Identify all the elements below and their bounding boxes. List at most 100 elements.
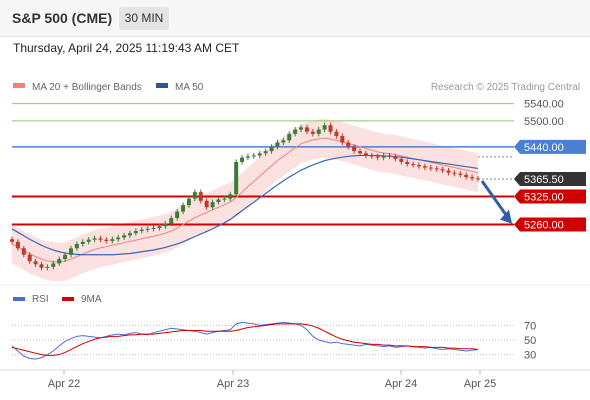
moving-averages xyxy=(11,137,479,263)
level-label-4: 5325.00 xyxy=(514,189,586,204)
candle xyxy=(269,144,274,154)
level-label-0: 5540.00 xyxy=(524,99,564,111)
candle xyxy=(399,156,404,165)
ma50-legend-label: MA 50 xyxy=(175,82,204,93)
candle-body xyxy=(263,151,268,154)
time-axis: Apr 22 Apr 23 Apr 24 Apr 25 xyxy=(48,370,496,390)
candle xyxy=(381,152,386,161)
candle-body xyxy=(440,169,445,171)
candle-body xyxy=(33,261,38,265)
level-label-text-3: 5365.50 xyxy=(524,174,564,186)
forecast-arrow-shaft xyxy=(480,180,510,219)
rsi-ma9-line xyxy=(11,323,479,356)
candle xyxy=(275,139,280,150)
candle-body xyxy=(381,155,386,158)
candle xyxy=(45,264,50,271)
candle-body xyxy=(257,153,262,156)
candle-body xyxy=(234,161,239,195)
candle xyxy=(133,228,138,236)
candle-body xyxy=(181,205,186,212)
candle-body xyxy=(334,131,339,137)
level-label-box-3 xyxy=(514,171,586,186)
candle xyxy=(363,150,368,159)
candle xyxy=(163,221,168,229)
candle xyxy=(446,167,451,176)
candle-body xyxy=(145,228,150,230)
candle xyxy=(157,223,162,231)
candle-body xyxy=(446,170,451,173)
ma9-legend-swatch xyxy=(62,297,74,301)
candle xyxy=(10,236,14,245)
candle xyxy=(299,124,304,133)
candle xyxy=(263,148,268,156)
candle xyxy=(139,227,144,234)
chart-header: S&P 500 (CME) 30 MIN xyxy=(0,0,590,37)
candle xyxy=(281,137,286,146)
candle xyxy=(240,155,245,165)
candle xyxy=(51,260,56,270)
candle-body xyxy=(352,146,357,152)
candle xyxy=(434,165,439,172)
candle xyxy=(458,171,463,178)
candle xyxy=(405,159,410,167)
candle xyxy=(417,162,422,169)
candle xyxy=(470,174,475,181)
candle xyxy=(304,124,309,135)
key-levels xyxy=(12,103,514,226)
candle-body xyxy=(51,263,56,267)
candle xyxy=(27,252,32,264)
candle-body xyxy=(304,127,309,132)
forecast-arrow xyxy=(480,180,512,224)
candle-body xyxy=(98,238,103,240)
candle-body xyxy=(204,200,209,208)
candle xyxy=(358,148,363,156)
candle xyxy=(322,122,327,133)
rsi-tick-30: 30 xyxy=(524,350,536,362)
ma20-legend-swatch xyxy=(13,83,25,88)
instrument-title: S&P 500 (CME) xyxy=(12,10,113,26)
candle-body xyxy=(281,140,286,143)
candle-body xyxy=(310,131,315,134)
candle-body xyxy=(63,254,68,260)
candle xyxy=(334,129,339,139)
timeframe-button[interactable]: 30 MIN xyxy=(119,7,169,30)
candle xyxy=(104,237,109,244)
candle xyxy=(122,232,127,241)
candle-body xyxy=(110,239,115,241)
candle-body xyxy=(346,142,351,147)
candle xyxy=(228,191,233,202)
level-label-text-0: 5540.00 xyxy=(524,99,564,111)
candle xyxy=(393,153,398,162)
candle xyxy=(310,129,315,137)
candle-body xyxy=(92,238,97,240)
x-tick-label: Apr 23 xyxy=(217,378,249,390)
candle xyxy=(216,196,221,205)
candle-body xyxy=(340,136,345,143)
candle xyxy=(346,139,351,150)
candle-body xyxy=(127,233,132,236)
candle-body xyxy=(476,178,480,180)
rsi-panel: 70 50 30 xyxy=(11,320,536,362)
candle xyxy=(169,215,174,227)
level-label-text-1: 5500.00 xyxy=(524,116,564,128)
level-label-box-4 xyxy=(514,189,586,204)
candle-body xyxy=(275,142,280,147)
candles xyxy=(10,122,480,271)
candle xyxy=(387,152,392,159)
candle-body xyxy=(139,229,144,232)
rsi-legend-swatch xyxy=(13,297,25,301)
candle-body xyxy=(328,125,333,132)
candle-body xyxy=(21,248,26,255)
candle xyxy=(198,189,203,204)
candle-body xyxy=(458,173,463,175)
rsi-legend: RSI 9MA xyxy=(13,294,102,305)
candle xyxy=(245,153,250,161)
timestamp: Thursday, April 24, 2025 11:19:43 AM CET xyxy=(13,41,240,55)
candle-body xyxy=(470,177,475,179)
candle-body xyxy=(163,223,168,227)
candle-body xyxy=(86,239,91,242)
candle-body xyxy=(411,164,416,166)
candle-body xyxy=(122,235,127,238)
candle-body xyxy=(57,259,62,264)
